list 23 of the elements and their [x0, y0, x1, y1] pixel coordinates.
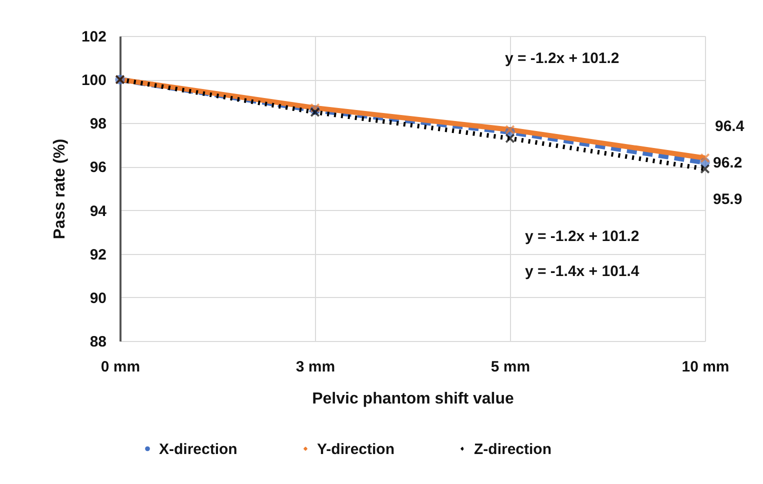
x-tick-label: 3 mm	[296, 358, 336, 376]
y-tick-label: 88	[90, 334, 106, 350]
annotation: y = -1.2x + 101.2	[525, 228, 640, 245]
y-tick-label: 100	[81, 72, 106, 90]
x-tick-label: 0 mm	[100, 358, 140, 376]
legend-label: Y-direction	[317, 440, 395, 458]
x-axis-title: Pelvic phantom shift value	[312, 390, 514, 408]
y-tick-label: 92	[90, 246, 106, 264]
y-tick-label: 90	[90, 290, 106, 307]
x-tick-label: 5 mm	[490, 358, 530, 376]
y-tick-label: 102	[81, 28, 106, 46]
annotation: y = -1.4x + 101.4	[525, 263, 640, 280]
data-label: 96.4	[715, 118, 745, 135]
data-label: 95.9	[713, 190, 742, 208]
x-tick-label: 10 mm	[682, 358, 730, 376]
data-label: 96.2	[713, 154, 742, 172]
y-tick-label: 94	[90, 202, 108, 220]
legend-label: Z-direction	[474, 440, 552, 458]
annotation: y = -1.2x + 101.2	[505, 50, 620, 67]
y-tick-label: 98	[90, 116, 106, 133]
legend-label: X-direction	[159, 440, 238, 458]
y-axis-title: Pass rate (%)	[51, 138, 68, 240]
y-tick-label: 96	[90, 159, 106, 176]
